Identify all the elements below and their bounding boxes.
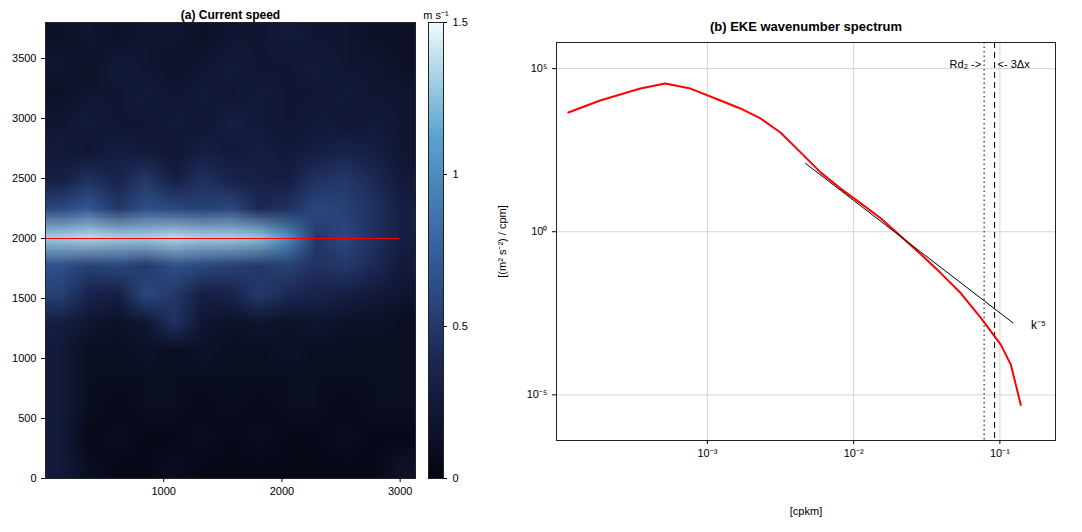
svg-text:k⁻⁵: k⁻⁵ — [1031, 318, 1046, 332]
svg-text:(a) Current speed: (a) Current speed — [181, 8, 280, 22]
svg-text:m s⁻¹: m s⁻¹ — [423, 9, 449, 21]
svg-text:10⁰: 10⁰ — [531, 225, 547, 237]
svg-text:1500: 1500 — [12, 292, 36, 304]
svg-text:10⁵: 10⁵ — [531, 62, 548, 74]
svg-text:10⁻¹: 10⁻¹ — [990, 447, 1010, 459]
svg-text:[cpkm]: [cpkm] — [790, 505, 822, 517]
svg-text:[(m² s⁻²) / cpm]: [(m² s⁻²) / cpm] — [496, 205, 508, 277]
svg-text:1.5: 1.5 — [453, 16, 468, 28]
svg-text:3000: 3000 — [12, 112, 36, 124]
svg-text:1: 1 — [453, 168, 459, 180]
svg-text:Rd₂ ->: Rd₂ -> — [950, 58, 981, 70]
svg-text:0: 0 — [30, 472, 36, 484]
svg-text:3500: 3500 — [12, 52, 36, 64]
svg-text:10⁻⁵: 10⁻⁵ — [527, 388, 548, 400]
svg-text:500: 500 — [18, 412, 36, 424]
svg-text:0.5: 0.5 — [453, 320, 468, 332]
svg-text:1000: 1000 — [12, 352, 36, 364]
svg-text:(b) EKE wavenumber spectrum: (b) EKE wavenumber spectrum — [710, 19, 902, 34]
svg-text:10⁻³: 10⁻³ — [697, 447, 717, 459]
svg-text:1000: 1000 — [151, 485, 175, 497]
svg-text:<- 3Δx: <- 3Δx — [998, 58, 1031, 70]
svg-text:2000: 2000 — [12, 232, 36, 244]
svg-text:10⁻²: 10⁻² — [844, 447, 864, 459]
svg-text:3000: 3000 — [388, 485, 412, 497]
svg-text:2500: 2500 — [12, 172, 36, 184]
svg-text:0: 0 — [453, 472, 459, 484]
svg-text:2000: 2000 — [270, 485, 294, 497]
